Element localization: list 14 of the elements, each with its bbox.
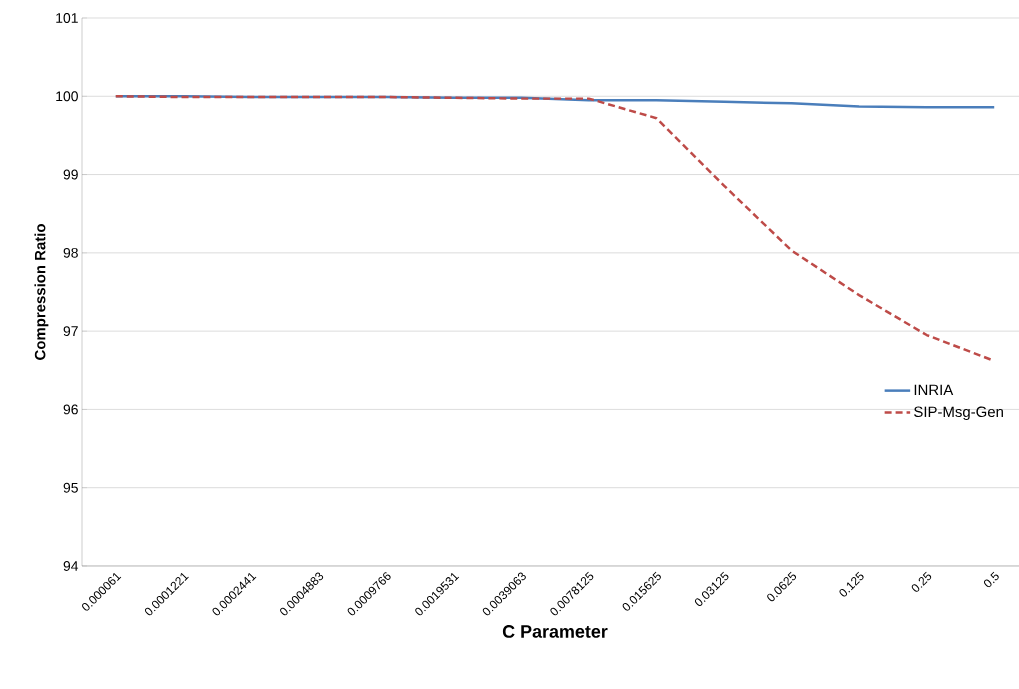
y-tick-label: 94 bbox=[63, 561, 79, 571]
y-tick-label: 95 bbox=[63, 482, 78, 493]
y-tick-label: 99 bbox=[63, 169, 78, 180]
y-tick-label: 101 bbox=[56, 13, 78, 23]
x-tick-label: 0.5 bbox=[983, 571, 999, 588]
y-tick-label: 100 bbox=[56, 91, 78, 102]
x-axis-title: C Parameter bbox=[502, 625, 608, 638]
y-tick-label: 98 bbox=[63, 247, 78, 258]
y-axis-title: Compression Ratio bbox=[34, 224, 49, 360]
legend-label: SIP-Msg-Gen bbox=[914, 406, 1003, 421]
x-tick-label: 0.25 bbox=[911, 571, 932, 592]
legend-label: INRIA bbox=[914, 384, 954, 396]
y-tick-label: 97 bbox=[63, 326, 78, 337]
y-tick-label: 96 bbox=[63, 404, 78, 415]
